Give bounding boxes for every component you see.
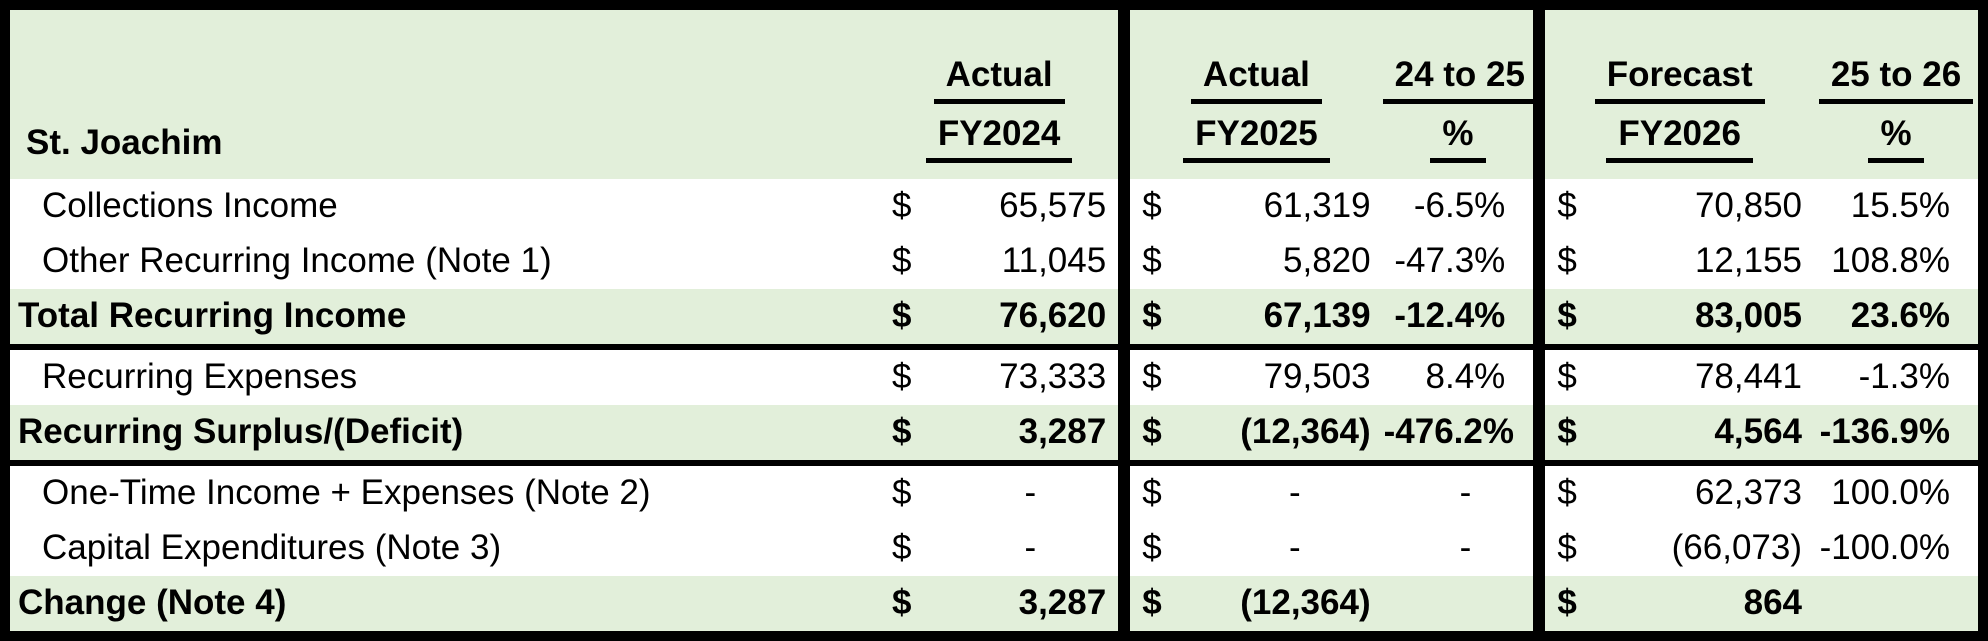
currency-cell: $ (1118, 576, 1184, 636)
pct-24-25-cell: -47.3% (1382, 234, 1540, 289)
col-header-line: Forecast (1594, 55, 1765, 104)
row-label: Change (Note 4) (5, 576, 881, 636)
col-header-line: % (1430, 114, 1486, 163)
col-header-actual-fy2024: Actual FY2024 (880, 5, 1125, 179)
fy2024-amount-cell: - (939, 521, 1125, 576)
pct-25-26-cell: 100.0% (1814, 463, 1983, 521)
pct-24-25-cell (1382, 576, 1540, 636)
currency-cell: $ (1533, 234, 1603, 289)
fy2025-amount-cell: 67,139 (1183, 289, 1383, 350)
currency-cell: $ (880, 576, 940, 636)
pct-24-25-cell: 8.4% (1382, 347, 1540, 405)
table-row-change: Change (Note 4) $ 3,287 $ (12,364) $ 864 (5, 576, 1983, 636)
currency-cell: $ (880, 347, 940, 405)
table-row-other-recurring-income: Other Recurring Income (Note 1) $ 11,045… (5, 234, 1983, 289)
fy2026-amount-cell: 70,850 (1602, 179, 1815, 234)
currency-cell: $ (1533, 576, 1603, 636)
currency-cell: $ (1118, 405, 1184, 466)
fy2026-amount-cell: 864 (1602, 576, 1815, 636)
fy2025-amount-cell: - (1183, 463, 1383, 521)
pct-25-26-cell: -100.0% (1814, 521, 1983, 576)
col-header-24-to-25-pct: 24 to 25 % (1382, 5, 1540, 179)
fy2024-amount-cell: 76,620 (939, 289, 1125, 350)
row-label: Other Recurring Income (Note 1) (5, 234, 881, 289)
col-header-line: Actual (933, 55, 1065, 104)
fy2024-amount-cell: 65,575 (939, 179, 1125, 234)
col-header-line: % (1868, 114, 1924, 163)
fy2025-amount-cell: (12,364) (1183, 405, 1383, 466)
table-row-one-time-income-expenses: One-Time Income + Expenses (Note 2) $ - … (5, 463, 1983, 521)
currency-cell: $ (1533, 289, 1603, 350)
table-row-collections-income: Collections Income $ 65,575 $ 61,319 -6.… (5, 179, 1983, 234)
col-header-line: FY2026 (1606, 114, 1753, 163)
currency-cell: $ (880, 179, 940, 234)
table-row-recurring-expenses: Recurring Expenses $ 73,333 $ 79,503 8.4… (5, 347, 1983, 405)
currency-cell: $ (880, 463, 940, 521)
currency-cell: $ (880, 234, 940, 289)
pct-24-25-cell: - (1382, 521, 1540, 576)
currency-cell: $ (1118, 289, 1184, 350)
fy2024-amount-cell: 11,045 (939, 234, 1125, 289)
col-header-line: FY2024 (925, 114, 1073, 163)
currency-cell: $ (1118, 179, 1184, 234)
table-row-recurring-surplus-deficit: Recurring Surplus/(Deficit) $ 3,287 $ (1… (5, 405, 1983, 466)
table-row-total-recurring-income: Total Recurring Income $ 76,620 $ 67,139… (5, 289, 1983, 350)
fy2026-amount-cell: 12,155 (1602, 234, 1815, 289)
currency-cell: $ (1533, 405, 1603, 466)
sheet-title: St. Joachim (5, 5, 881, 179)
currency-cell: $ (1533, 521, 1603, 576)
col-header-line: FY2025 (1183, 114, 1330, 163)
fy2025-amount-cell: 79,503 (1183, 347, 1383, 405)
fy2025-amount-cell: - (1183, 521, 1383, 576)
fy2026-amount-cell: (66,073) (1602, 521, 1815, 576)
fy2025-amount-cell: (12,364) (1183, 576, 1383, 636)
pct-24-25-cell: -12.4% (1382, 289, 1540, 350)
row-label: Recurring Surplus/(Deficit) (5, 405, 881, 466)
row-label: Recurring Expenses (5, 347, 881, 405)
pct-24-25-cell: -476.2% (1382, 405, 1540, 466)
col-header-forecast-fy2026: Forecast FY2026 (1533, 5, 1815, 179)
col-header-actual-fy2025: Actual FY2025 (1118, 5, 1383, 179)
fy2024-amount-cell: 3,287 (939, 405, 1125, 466)
row-label: Collections Income (5, 179, 881, 234)
fy2025-amount-cell: 5,820 (1183, 234, 1383, 289)
fy2024-amount-cell: 3,287 (939, 576, 1125, 636)
fy2026-amount-cell: 78,441 (1602, 347, 1815, 405)
pct-25-26-cell (1814, 576, 1983, 636)
pct-25-26-cell: 108.8% (1814, 234, 1983, 289)
currency-cell: $ (880, 405, 940, 466)
row-label: Capital Expenditures (Note 3) (5, 521, 881, 576)
col-header-line: 24 to 25 (1382, 55, 1537, 104)
pct-25-26-cell: 15.5% (1814, 179, 1983, 234)
fy2024-amount-cell: 73,333 (939, 347, 1125, 405)
row-label: One-Time Income + Expenses (Note 2) (5, 463, 881, 521)
pct-24-25-cell: - (1382, 463, 1540, 521)
currency-cell: $ (880, 289, 940, 350)
currency-cell: $ (1118, 463, 1184, 521)
pct-25-26-cell: 23.6% (1814, 289, 1983, 350)
currency-cell: $ (1533, 347, 1603, 405)
col-header-25-to-26-pct: 25 to 26 % (1814, 5, 1983, 179)
currency-cell: $ (1533, 463, 1603, 521)
pct-24-25-cell: -6.5% (1382, 179, 1540, 234)
currency-cell: $ (880, 521, 940, 576)
currency-cell: $ (1118, 234, 1184, 289)
col-header-line: 25 to 26 (1818, 55, 1974, 104)
fy2025-amount-cell: 61,319 (1183, 179, 1383, 234)
fy2026-amount-cell: 62,373 (1602, 463, 1815, 521)
fy2026-amount-cell: 4,564 (1602, 405, 1815, 466)
currency-cell: $ (1118, 347, 1184, 405)
header-row: St. Joachim Actual FY2024 Actual FY2025 … (5, 5, 1983, 179)
fy2026-amount-cell: 83,005 (1602, 289, 1815, 350)
pct-25-26-cell: -1.3% (1814, 347, 1983, 405)
currency-cell: $ (1533, 179, 1603, 234)
table-row-capital-expenditures: Capital Expenditures (Note 3) $ - $ - - … (5, 521, 1983, 576)
fy2024-amount-cell: - (939, 463, 1125, 521)
col-header-line: Actual (1190, 55, 1322, 104)
row-label: Total Recurring Income (5, 289, 881, 350)
pct-25-26-cell: -136.9% (1814, 405, 1983, 466)
currency-cell: $ (1118, 521, 1184, 576)
